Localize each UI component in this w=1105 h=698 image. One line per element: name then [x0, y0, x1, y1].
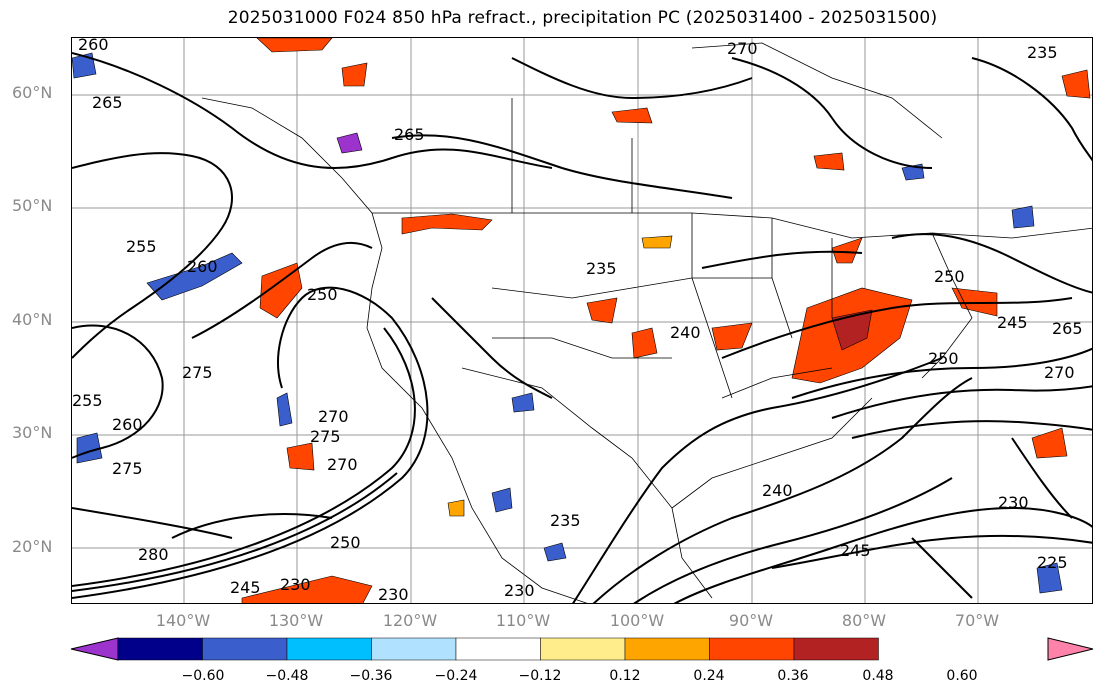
contour-label: 235	[586, 259, 617, 278]
contour-label: 230	[998, 493, 1029, 512]
lon-label-90w: 90°W	[728, 611, 774, 630]
map-title: 2025031000 F024 850 hPa refract., precip…	[227, 8, 938, 28]
contour-label: 245	[230, 578, 261, 597]
contour-label: 270	[327, 455, 358, 474]
contour-label: 250	[330, 533, 361, 552]
contour-label: 260	[112, 415, 143, 434]
contour-label: 270	[727, 39, 758, 58]
contour-label: 245	[997, 313, 1028, 332]
lon-label-70w: 70°W	[954, 611, 1000, 630]
contour-label: 260	[78, 38, 109, 54]
contour-label: 270	[1044, 363, 1075, 382]
colorbar-box	[117, 637, 203, 661]
contour-label: 255	[72, 391, 103, 410]
lat-label-50n: 50°N	[12, 196, 53, 215]
colorbar-box	[709, 637, 795, 661]
contour-label: 250	[934, 267, 965, 286]
contour-label: 275	[310, 427, 341, 446]
lon-label-140w: 140°W	[155, 611, 211, 630]
contour-label: 270	[318, 407, 349, 426]
colorbar-tick-label: 0.60	[946, 668, 978, 684]
contour-label: 250	[928, 349, 959, 368]
lat-label-60n: 60°N	[12, 83, 53, 102]
refractivity-contours	[72, 52, 1092, 603]
colorbar-box	[371, 637, 457, 661]
colorbar-box	[455, 637, 541, 661]
colorbar-box	[624, 637, 710, 661]
contour-label: 260	[187, 257, 218, 276]
contour-label: 240	[670, 323, 701, 342]
contour-label: 230	[280, 575, 311, 594]
lon-label-130w: 130°W	[268, 611, 324, 630]
lat-label-30n: 30°N	[12, 423, 53, 442]
colorbar-tick-label: 0.12	[609, 668, 641, 684]
contour-label: 255	[126, 237, 157, 256]
contour-label: 235	[550, 511, 581, 530]
contour-label: 265	[394, 125, 425, 144]
precip-shading	[72, 38, 1091, 603]
contour-label: 240	[762, 481, 793, 500]
colorbar	[70, 637, 1094, 661]
map-panel: 260 265 270 265 255 260 250 275 255 260 …	[71, 37, 1093, 604]
colorbar-tick-label: 0.48	[862, 668, 894, 684]
colorbar-box	[286, 637, 372, 661]
contour-label: 230	[504, 581, 535, 600]
colorbar-tick-label: −0.24	[434, 668, 478, 684]
colorbar-box	[202, 637, 288, 661]
contour-label: 275	[112, 459, 143, 478]
colorbar-tick-label: 0.24	[693, 668, 725, 684]
colorbar-tick-label: −0.48	[265, 668, 309, 684]
colorbar-tick-label: −0.36	[349, 668, 393, 684]
colorbar-boxes	[117, 637, 879, 661]
lat-label-20n: 20°N	[12, 537, 53, 556]
contour-label: 245	[840, 541, 871, 560]
lon-label-110w: 110°W	[495, 611, 551, 630]
contour-labels: 260 265 270 265 255 260 250 275 255 260 …	[72, 38, 1083, 604]
contour-label: 235	[1027, 43, 1058, 62]
colorbar-tick-label: 0.36	[777, 668, 809, 684]
lon-label-120w: 120°W	[382, 611, 438, 630]
lon-label-80w: 80°W	[841, 611, 887, 630]
colorbar-box	[793, 637, 879, 661]
contour-label: 275	[182, 363, 213, 382]
contour-label: 250	[307, 285, 338, 304]
lat-label-40n: 40°N	[12, 310, 53, 329]
colorbar-extend-max	[1047, 637, 1094, 661]
map-canvas: 260 265 270 265 255 260 250 275 255 260 …	[72, 38, 1092, 604]
colorbar-tick-label: −0.12	[518, 668, 562, 684]
colorbar-box	[540, 637, 626, 661]
lon-label-100w: 100°W	[609, 611, 665, 630]
contour-label: 225	[1037, 553, 1068, 572]
contour-label: 280	[138, 545, 169, 564]
colorbar-tick-label: −0.60	[181, 668, 225, 684]
graticule	[72, 38, 1092, 603]
contour-label: 265	[92, 93, 123, 112]
political-boundaries	[201, 42, 1092, 603]
contour-label: 230	[378, 585, 409, 604]
colorbar-extend-min	[70, 637, 119, 661]
contour-label: 265	[1052, 319, 1083, 338]
